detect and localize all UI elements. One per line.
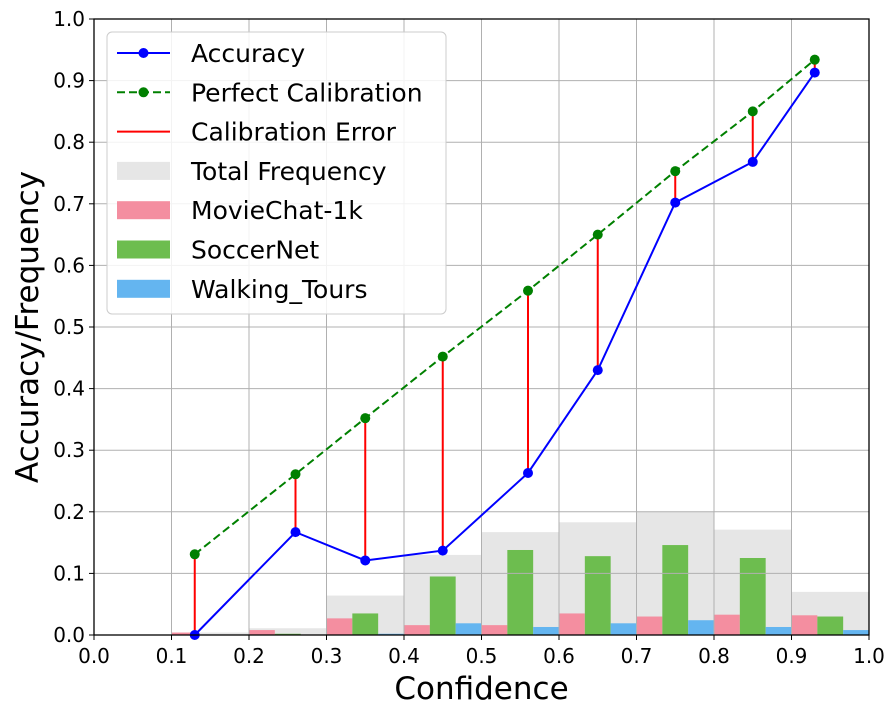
- legend-label: Calibration Error: [191, 118, 397, 147]
- y-tick-label: 0.4: [53, 377, 85, 401]
- legend-swatch-patch: [117, 240, 170, 259]
- frequency-bars: [171, 511, 869, 635]
- x-tick-label: 0.3: [311, 644, 343, 668]
- y-tick-label: 0.9: [53, 69, 85, 93]
- bar-walking-tours: [533, 626, 559, 635]
- bar-soccernet: [507, 549, 534, 635]
- bar-moviechat-1k: [791, 615, 818, 635]
- legend-frame: [106, 31, 447, 315]
- y-tick-label: 0.7: [53, 192, 85, 216]
- bar-moviechat-1k: [481, 625, 508, 635]
- y-tick-label: 0.0: [53, 623, 85, 647]
- x-tick-label: 0.0: [78, 644, 110, 668]
- accuracy-point: [747, 156, 758, 167]
- y-tick-label: 0.5: [53, 315, 85, 339]
- bar-soccernet: [584, 556, 611, 635]
- bar-walking-tours: [610, 623, 637, 635]
- y-tick-label: 1.0: [53, 7, 85, 31]
- bar-soccernet: [817, 616, 844, 635]
- accuracy-point: [360, 555, 371, 566]
- legend-label: Accuracy: [191, 39, 305, 68]
- perfect-calibration-point: [592, 229, 603, 240]
- bar-moviechat-1k: [326, 618, 353, 635]
- accuracy-point: [592, 365, 603, 376]
- bar-moviechat-1k: [171, 632, 198, 635]
- bar-soccernet: [662, 545, 689, 635]
- bar-walking-tours: [843, 630, 869, 635]
- x-tick-label: 0.2: [233, 644, 265, 668]
- y-tick-label: 0.6: [53, 253, 85, 277]
- x-tick-label: 0.7: [621, 644, 653, 668]
- total-frequency-bar: [249, 628, 327, 635]
- accuracy-point: [670, 197, 681, 208]
- x-tick-label: 0.1: [156, 644, 188, 668]
- perfect-calibration-point: [360, 413, 371, 424]
- accuracy-point: [437, 545, 448, 556]
- x-tick-label: 1.0: [853, 644, 885, 668]
- legend-swatch-patch: [117, 161, 170, 180]
- legend-label: SoccerNet: [191, 236, 319, 265]
- perfect-calibration-point: [809, 54, 820, 65]
- bar-walking-tours: [455, 623, 482, 635]
- perfect-calibration-point: [670, 166, 681, 177]
- bar-moviechat-1k: [636, 616, 663, 635]
- bar-moviechat-1k: [714, 614, 740, 635]
- total-frequency-bar: [171, 632, 249, 635]
- accuracy-point: [523, 467, 533, 478]
- bar-soccernet: [429, 576, 456, 635]
- x-tick-label: 0.4: [388, 644, 420, 668]
- y-tick-label: 0.3: [53, 438, 85, 462]
- axis-ticks: 0.0 0.1 0.2 0.3 0.4 0.5 0.6 0.7 0.8 0.9 1.0 0.0 0.1 0…: [53, 7, 885, 668]
- bar-soccernet: [739, 558, 766, 635]
- legend-swatch-patch: [117, 279, 170, 298]
- bar-moviechat-1k: [404, 625, 430, 635]
- y-axis-title: Accuracy/Frequency: [10, 171, 46, 483]
- bar-soccernet: [352, 613, 379, 635]
- perfect-calibration-point: [437, 351, 448, 362]
- y-tick-label: 0.1: [53, 561, 85, 585]
- legend-swatch-patch: [117, 201, 170, 220]
- bar-moviechat-1k: [249, 630, 275, 635]
- x-tick-label: 0.5: [466, 644, 498, 668]
- x-axis-title: Confidence: [394, 671, 568, 707]
- legend-label: Total Frequency: [190, 157, 387, 186]
- legend-label: Walking_Tours: [191, 275, 368, 304]
- x-tick-label: 0.6: [543, 644, 575, 668]
- accuracy-point: [290, 527, 301, 538]
- x-tick-label: 0.8: [698, 644, 730, 668]
- bar-moviechat-1k: [559, 613, 585, 635]
- bar-walking-tours: [688, 620, 714, 635]
- legend-swatch-marker: [138, 87, 149, 98]
- calibration-lines: [189, 54, 820, 640]
- bar-walking-tours: [765, 626, 792, 635]
- y-tick-label: 0.8: [53, 130, 85, 154]
- accuracy-point: [809, 67, 820, 78]
- legend-label: MovieChat-1k: [191, 196, 363, 225]
- perfect-calibration-point: [189, 549, 200, 560]
- perfect-calibration-point: [290, 469, 301, 480]
- calibration-error-lines: [193, 59, 816, 635]
- perfect-calibration-point: [523, 285, 533, 296]
- legend: Accuracy Perfect Calibration Calibration E…: [106, 31, 447, 315]
- legend-label: Perfect Calibration: [191, 78, 423, 107]
- perfect-calibration-point: [747, 106, 758, 117]
- x-tick-label: 0.9: [776, 644, 808, 668]
- y-tick-label: 0.2: [53, 500, 85, 524]
- legend-swatch-marker: [138, 48, 149, 58]
